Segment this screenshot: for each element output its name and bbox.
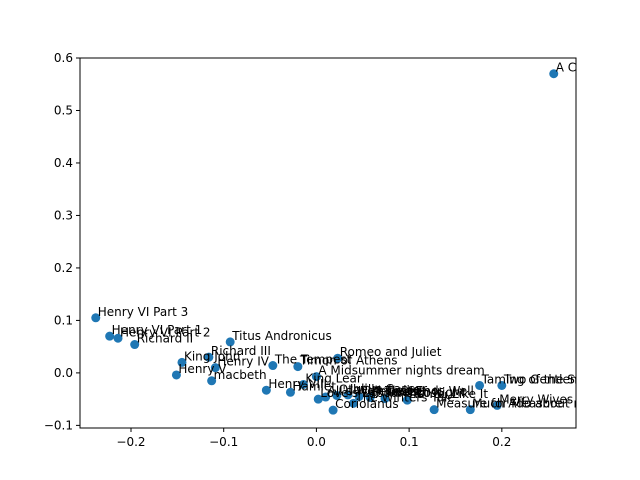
points-layer [91,69,559,415]
point-label: A Comedy of Errors [556,61,640,75]
data-point [332,390,342,400]
data-point [402,395,412,405]
data-point [328,405,338,415]
x-tick-label: −0.1 [209,435,238,449]
data-point [549,69,559,79]
data-point [298,379,308,389]
data-point [343,390,353,400]
data-point [268,361,278,371]
data-point [204,352,214,362]
y-tick-label: 0.5 [54,103,73,117]
data-point [348,398,358,408]
point-label: Richard III [211,344,271,358]
data-point [497,380,507,390]
data-point [354,392,364,402]
point-label: A Midsummer nights dream [318,364,484,378]
data-point [177,357,187,367]
point-label: Richard II [137,332,193,346]
point-label: Merry Wives of Windsor [499,392,640,406]
y-tick-label: 0.2 [54,261,73,275]
data-point [313,394,323,404]
data-point [311,372,321,382]
data-point [261,385,271,395]
point-label: As You Like It [409,387,488,401]
data-point [465,405,475,415]
data-point [91,313,101,323]
point-label: Coriolanus [335,397,398,411]
plot-area: A Comedy of Errors Henry VI Part 3 Henry V… [91,61,640,415]
point-label: Pericles [372,385,418,399]
data-point [365,393,375,403]
data-point [492,400,502,410]
data-point [207,376,217,386]
y-tick-label: 0.1 [54,313,73,327]
y-tick-label: −0.1 [44,418,73,432]
point-label: Titus Andronicus [231,329,332,343]
y-axis: −0.1 0.0 0.1 0.2 0.3 0.4 0.5 0.6 [44,51,80,432]
x-tick-label: 0.2 [492,435,511,449]
y-tick-label: 0.6 [54,51,73,65]
data-point [171,370,181,380]
point-label: Taming of the Shrew [481,372,605,386]
point-label: Much Ado about nothing [472,397,619,411]
point-label: Henry VI Part 1 [112,323,203,337]
point-label: Othello [339,382,382,396]
point-label: Henry IV [217,355,269,369]
point-label: Two Gentlemen of Verona [503,372,640,386]
x-tick-label: −0.2 [116,435,145,449]
point-label: Measure for Measure [436,397,562,411]
point-label: Romeo and Juliet [340,345,442,359]
x-tick-label: 0.0 [307,435,326,449]
data-point [475,380,485,390]
point-label: Henry VI Part 3 [98,305,189,319]
point-label: Hamlet [292,379,336,393]
y-tick-label: 0.0 [54,366,73,380]
y-tick-label: 0.4 [54,156,73,170]
point-label: Cymbeline [361,384,425,398]
axes-frame [79,57,577,429]
data-point [113,333,123,343]
y-tick-label: 0.3 [54,208,73,222]
data-point [293,362,303,372]
data-point [210,363,220,373]
point-label: King Lear [305,371,361,385]
point-label: Timon of Athens [299,354,398,368]
data-point [225,337,235,347]
point-label: Love's Labour's Lost [320,386,442,400]
x-axis: −0.2 −0.1 0.0 0.1 0.2 [116,428,511,449]
data-point [105,331,115,341]
point-label: All's Well That Ends Well [328,384,474,398]
point-label: The Tempest [274,353,352,367]
data-point [130,340,140,350]
point-label: Henry V [178,362,227,376]
point-label: Henry VIII [268,377,327,391]
data-point [333,353,343,363]
x-tick-label: 0.1 [400,435,419,449]
point-label: Julius Caesar [349,382,427,396]
point-label: Twelfth Night [386,386,466,400]
point-label: The Winters Tale [354,390,454,404]
data-point [321,392,331,402]
point-label: King John [184,349,240,363]
point-label: macbeth [214,368,267,382]
data-point [380,394,390,404]
data-point [285,387,295,397]
point-labels-layer: A Comedy of Errors Henry VI Part 3 Henry V… [98,61,640,411]
point-label: Henry VI Part 2 [120,325,211,339]
data-point [429,405,439,415]
